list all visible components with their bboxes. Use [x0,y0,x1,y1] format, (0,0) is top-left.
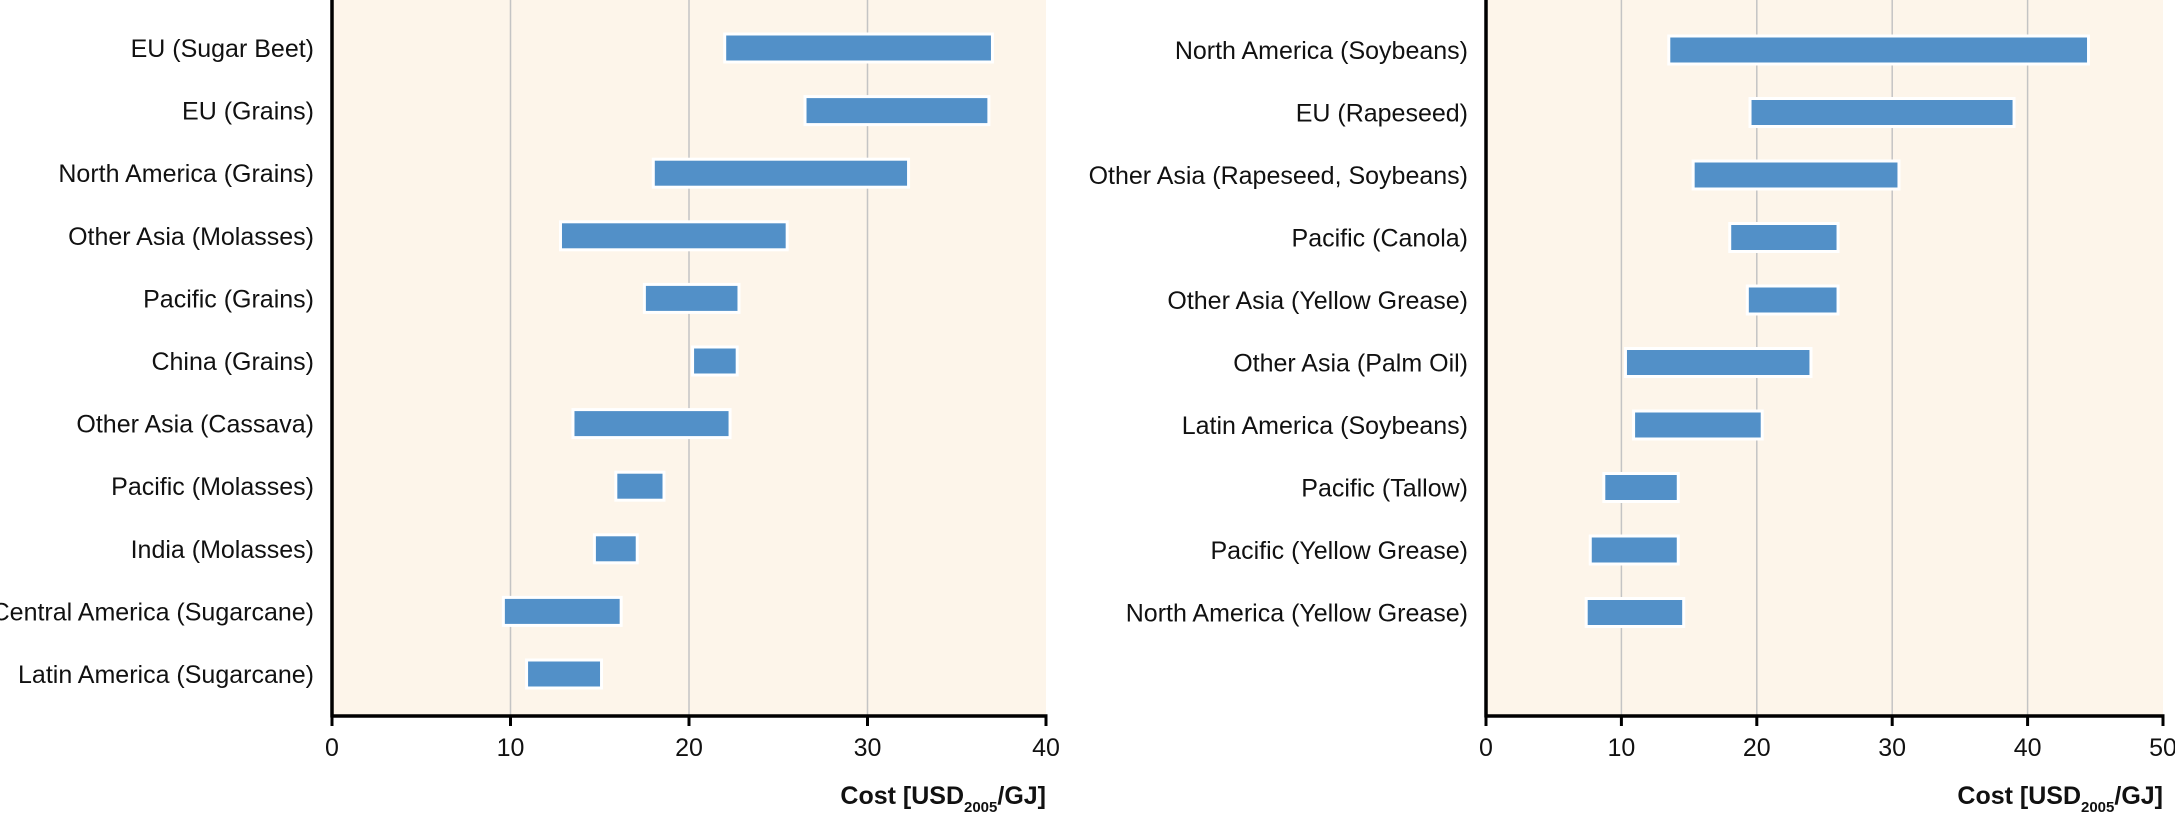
category-label: China (Grains) [151,348,314,376]
category-label: EU (Rapeseed) [1296,100,1468,128]
chart-panel-2: North America (Soybeans) EU (Rapeseed) Oth… [1089,0,2175,816]
category-label: India (Molasses) [131,536,314,564]
x-axis-title-subscript: 2005 [2081,799,2114,816]
range-bar [1623,347,1813,378]
x-tick-label: 20 [1743,734,1771,762]
x-tick-label: 30 [854,734,882,762]
x-tick-label: 10 [497,734,525,762]
x-tick-label: 40 [1032,734,1060,762]
range-bar [1748,97,2016,128]
range-bar [1602,472,1680,503]
x-tick-label: 40 [2014,734,2042,762]
x-axis-title-tail: /GJ] [997,782,1046,810]
category-label: Central America (Sugarcane) [0,598,314,626]
chart-panel-1: EU (Sugar Beet) EU (Grains) North America … [0,0,1060,816]
category-label: North America (Yellow Grease) [1126,600,1468,628]
range-bar [1588,534,1680,566]
category-label: Pacific (Molasses) [111,473,314,501]
x-axis-title-main: Cost [USD [840,782,964,810]
range-bar [525,658,604,690]
range-bar [723,32,994,64]
x-tick-label: 30 [1878,734,1906,762]
category-label: Other Asia (Molasses) [68,223,314,251]
x-axis-title-subscript: 2005 [964,799,997,816]
x-axis-title-tail: /GJ] [2114,782,2163,810]
range-bar [614,470,666,502]
category-label: Other Asia (Rapeseed, Soybeans) [1089,162,1468,190]
range-bar [1745,284,1840,316]
category-label: North America (Grains) [58,160,314,188]
x-axis-title-main: Cost [USD [1957,782,2081,810]
category-label: Latin America (Sugarcane) [18,661,314,689]
category-label: Other Asia (Palm Oil) [1233,350,1468,378]
range-bar [501,595,623,627]
category-label: North America (Soybeans) [1175,37,1468,65]
category-label: Pacific (Yellow Grease) [1210,537,1468,565]
category-label: EU (Sugar Beet) [131,35,314,63]
range-bar [592,533,639,565]
range-bar [691,345,739,377]
x-tick-label: 0 [1479,734,1493,762]
range-bar [1728,222,1840,253]
range-bar [558,220,789,252]
x-axis-title: Cost [USD2005/GJ] [840,782,1046,816]
x-tick-label: 10 [1607,734,1635,762]
category-label: Pacific (Canola) [1292,225,1468,253]
x-tick-label: 50 [2149,734,2175,762]
category-label: Other Asia (Cassava) [76,411,314,439]
range-bar [1584,597,1686,628]
x-tick-label: 0 [325,734,339,762]
category-label: Pacific (Tallow) [1301,475,1468,503]
range-bar [642,282,741,314]
category-label: EU (Grains) [182,98,314,126]
range-bar [1632,409,1764,441]
range-bar [803,95,991,127]
category-label: Pacific (Grains) [143,285,314,313]
category-label: Other Asia (Yellow Grease) [1167,287,1468,315]
x-tick-label: 20 [675,734,703,762]
x-axis-title: Cost [USD2005/GJ] [1957,782,2163,816]
range-bar [1691,159,1901,191]
range-bar [1667,34,2091,66]
category-label: Latin America (Soybeans) [1182,412,1468,440]
range-bar [651,157,911,189]
range-bar [571,408,732,440]
